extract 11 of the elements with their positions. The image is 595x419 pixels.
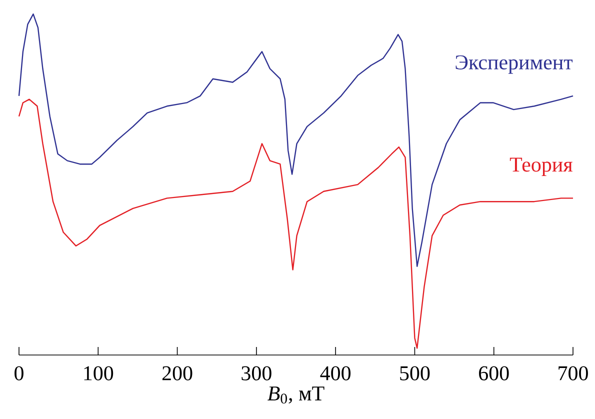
series-label: Эксперимент	[456, 55, 573, 74]
x-tick-label: 200	[162, 366, 192, 380]
x-tick-label: 300	[242, 366, 272, 380]
x-axis-title: B$_{0}$, мТ	[268, 386, 324, 404]
x-tick-label: 700	[558, 366, 588, 380]
x-tick-label: 500	[400, 366, 430, 380]
x-tick-label: 600	[479, 366, 509, 380]
x-tick-label: 400	[320, 366, 351, 380]
series-label: Теория	[510, 158, 572, 176]
x-tick-label: 0	[14, 366, 24, 380]
x-tick-label: 100	[84, 366, 114, 380]
